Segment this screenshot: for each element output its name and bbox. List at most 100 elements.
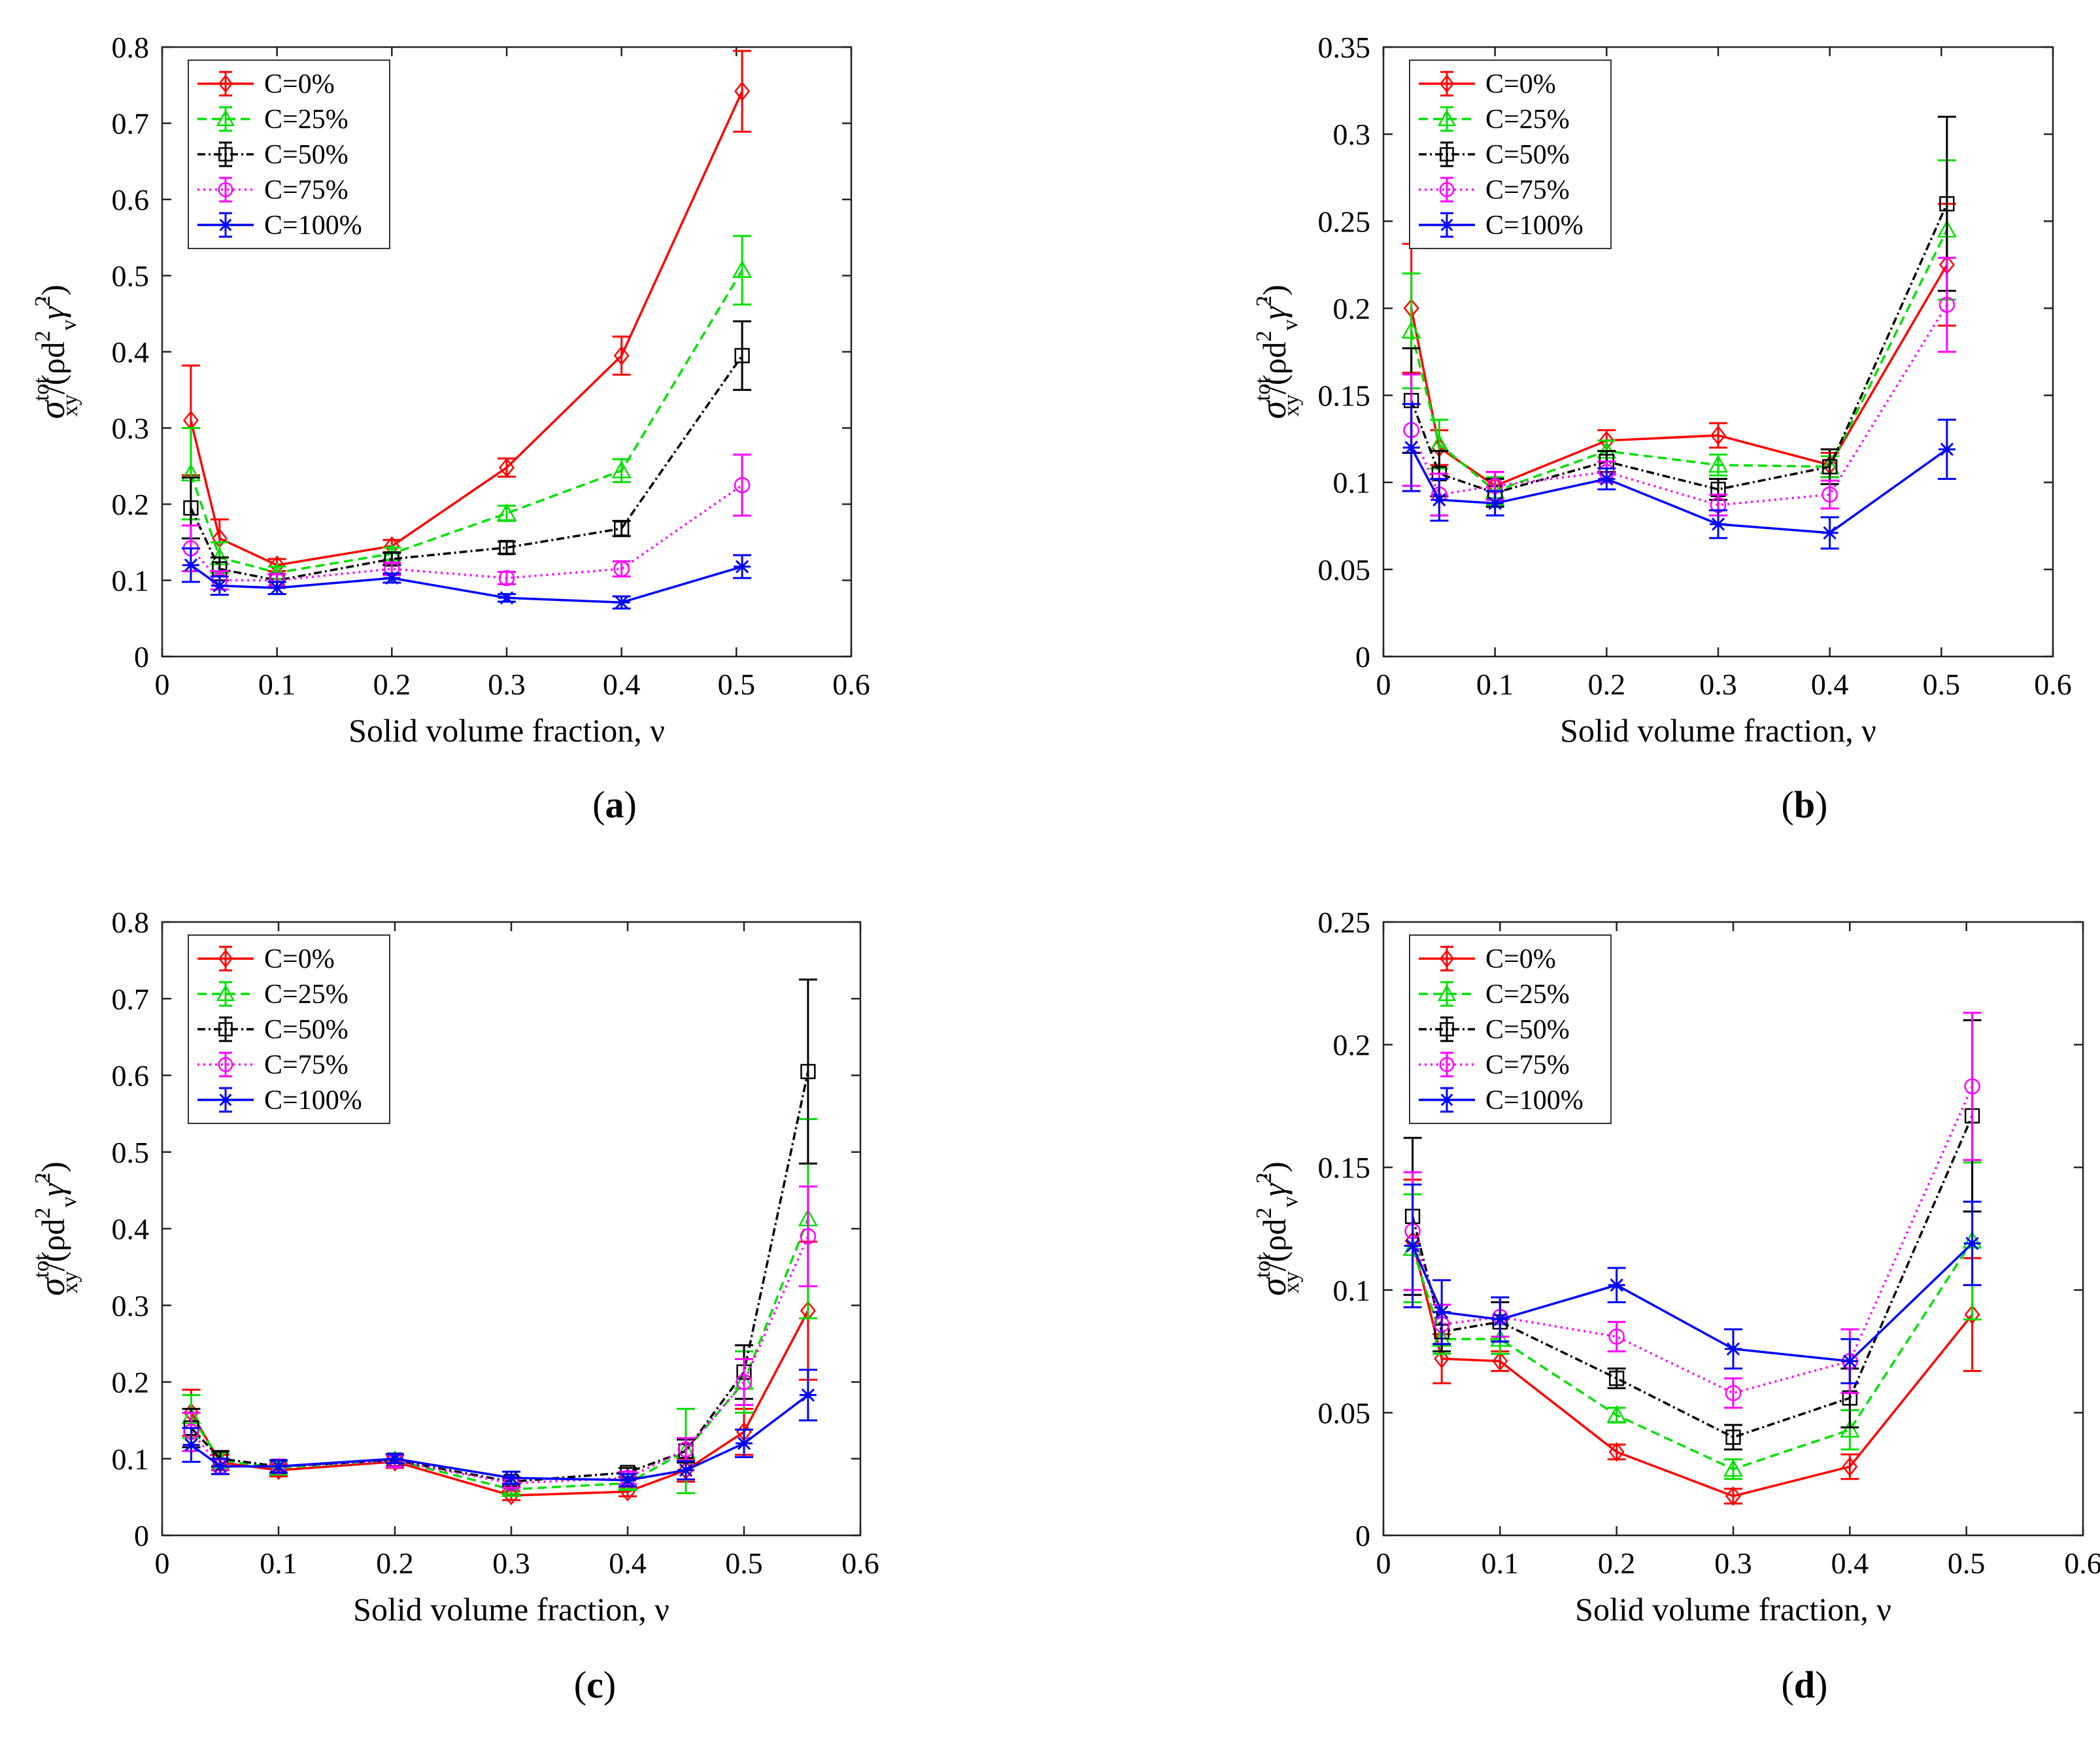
data-point xyxy=(611,460,632,479)
data-point xyxy=(182,1438,200,1452)
x-axis-label: Solid volume fraction, ν xyxy=(1575,1591,1891,1628)
legend-entry-label: C=50% xyxy=(264,140,348,170)
y-tick-label: 0.2 xyxy=(1333,1029,1371,1062)
y-axis-label: σtotxy/(ρd2vγ̇2) xyxy=(29,1161,82,1295)
data-point xyxy=(498,591,515,605)
x-tick-label: 0.3 xyxy=(1714,1546,1752,1580)
y-label-part: /(ρd xyxy=(35,1219,71,1272)
y-label-part: 2 xyxy=(31,1172,55,1184)
y-tick-label: 0.1 xyxy=(1333,466,1371,500)
y-label-part: /(ρd xyxy=(1256,342,1293,395)
x-tick-label: 0.6 xyxy=(2034,668,2072,701)
x-tick-label: 0 xyxy=(155,668,170,701)
data-point xyxy=(617,1473,638,1491)
data-point xyxy=(1725,1486,1742,1506)
x-tick-label: 0.1 xyxy=(1482,1546,1519,1580)
legend: C=0% C=25% C=50% C=75% C=100% xyxy=(188,934,390,1124)
y-tick-label: 0.25 xyxy=(1318,205,1371,238)
data-point xyxy=(1821,487,1838,503)
legend-swatch-marker xyxy=(1437,984,1457,1001)
y-tick-label: 0 xyxy=(134,1519,149,1552)
data-point xyxy=(613,345,630,366)
legend-box xyxy=(188,934,390,1124)
data-point xyxy=(1401,320,1421,339)
data-point xyxy=(677,1441,694,1458)
data-point xyxy=(1608,1278,1625,1292)
data-point xyxy=(498,458,515,478)
x-tick-label: 0.4 xyxy=(603,668,641,701)
data-point xyxy=(1939,196,1955,212)
y-tick-label: 0.6 xyxy=(112,183,150,216)
y-tick-label: 0 xyxy=(1355,1519,1370,1552)
legend-entry-label: C=50% xyxy=(1485,1015,1570,1045)
y-label-part: ) xyxy=(1256,284,1293,296)
legend-entry-label: C=75% xyxy=(1485,175,1570,205)
data-point xyxy=(1404,1239,1421,1253)
x-tick-label: 0 xyxy=(1376,668,1391,701)
legend-entry-label: C=0% xyxy=(1485,944,1556,974)
legend-entry-label: C=0% xyxy=(1485,69,1556,99)
x-axis-label: Solid volume fraction, ν xyxy=(353,1591,669,1628)
legend-swatch-marker xyxy=(1440,1022,1454,1036)
data-point xyxy=(677,1463,694,1477)
x-tick-label: 0.6 xyxy=(841,1546,879,1580)
x-tick-label: 0.5 xyxy=(725,1546,763,1580)
y-label-part: /(ρd xyxy=(1256,1219,1293,1272)
data-point xyxy=(386,1452,403,1465)
y-tick-label: 0.35 xyxy=(1318,31,1371,64)
data-point xyxy=(1598,472,1616,486)
x-tick-label: 0.2 xyxy=(1598,1546,1636,1580)
data-point xyxy=(211,579,228,592)
x-axis-label: Solid volume fraction, ν xyxy=(1560,712,1876,749)
series-c100 xyxy=(182,1369,817,1488)
chart-panel-3: 0 0.1 0.2 0.3 0.4 0.5 0.6 0 0.1 0.2 0.3 0.4 0.5 0.6 0.… xyxy=(29,906,879,1706)
legend: C=0% C=25% C=50% C=75% C=100% xyxy=(1409,60,1612,249)
y-label-part: 2 xyxy=(1252,1172,1276,1184)
legend: C=0% C=25% C=50% C=75% C=100% xyxy=(1409,934,1612,1124)
legend-entry-label: C=75% xyxy=(264,175,348,205)
legend-entry-label: C=75% xyxy=(1485,1050,1570,1080)
legend-swatch-marker xyxy=(1439,218,1455,231)
y-label-part: v xyxy=(1278,1197,1302,1208)
data-point xyxy=(1938,442,1956,456)
y-label-part: tot xyxy=(1251,377,1275,401)
y-tick-label: 0.05 xyxy=(1318,553,1371,587)
y-label-part: 2 xyxy=(1252,331,1276,342)
x-tick-label: 0.5 xyxy=(718,668,756,701)
legend-swatch-marker xyxy=(218,182,233,197)
y-tick-label: 0.8 xyxy=(112,906,150,939)
legend-swatch-marker xyxy=(1439,949,1455,968)
legend-entry-label: C=0% xyxy=(264,944,335,974)
legend-swatch-marker xyxy=(218,1022,233,1036)
data-point xyxy=(1491,1312,1509,1326)
data-point xyxy=(270,1460,287,1473)
y-label-part: 2 xyxy=(31,1208,55,1219)
y-tick-label: 0.6 xyxy=(112,1059,150,1093)
data-point xyxy=(613,596,630,609)
data-point xyxy=(1492,1351,1508,1371)
y-tick-label: 0 xyxy=(1355,640,1370,674)
legend-swatch-marker xyxy=(1439,182,1455,197)
chart-panel-2: 0 0.1 0.2 0.3 0.4 0.5 0.6 0 0.05 0.1 0.15 0.2 0.25 0.… xyxy=(1251,31,2072,826)
legend-swatch-marker xyxy=(1439,1057,1455,1072)
y-label-part: 2 xyxy=(1252,1208,1276,1219)
data-point xyxy=(1606,1405,1627,1423)
x-tick-label: 0.4 xyxy=(609,1546,647,1580)
data-point xyxy=(1608,1442,1625,1462)
legend-box xyxy=(188,60,390,249)
x-tick-label: 0.4 xyxy=(1831,1546,1869,1580)
x-tick-label: 0.5 xyxy=(1948,1546,1986,1580)
panel-label: (b) xyxy=(1782,783,1828,826)
y-tick-label: 0 xyxy=(134,640,149,674)
data-point xyxy=(383,571,401,585)
data-point xyxy=(498,570,515,587)
y-label-part: σ xyxy=(32,400,73,419)
legend-entry-label: C=25% xyxy=(1485,105,1570,135)
y-label-part: v xyxy=(57,320,81,331)
legend-entry-label: C=100% xyxy=(264,1085,362,1116)
y-label-part: 2 xyxy=(1252,296,1276,307)
data-point xyxy=(268,581,286,595)
legend-swatch-marker xyxy=(218,74,233,94)
data-point xyxy=(800,1063,816,1080)
